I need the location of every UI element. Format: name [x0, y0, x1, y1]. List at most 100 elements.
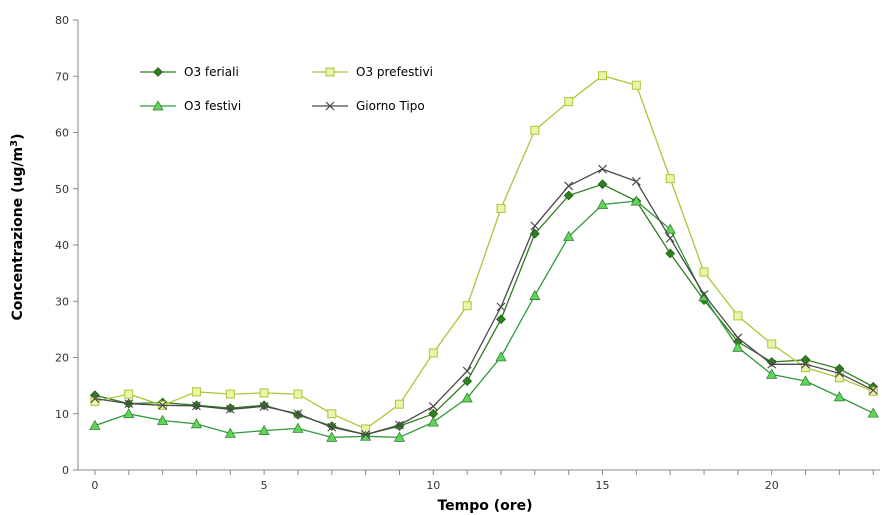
data-point-giorno-tipo — [665, 233, 675, 243]
data-point-o3-prefestivi — [225, 389, 235, 399]
data-point-o3-festivi — [664, 223, 676, 234]
data-point-o3-prefestivi — [428, 348, 438, 358]
data-point-o3-prefestivi — [767, 339, 777, 349]
data-point-giorno-tipo — [225, 404, 235, 414]
legend-label: O3 prefestivi — [356, 65, 433, 79]
data-point-o3-prefestivi — [496, 203, 506, 213]
series-o3-feriali — [89, 179, 879, 440]
data-point-giorno-tipo — [564, 181, 574, 191]
data-point-o3-prefestivi — [259, 388, 269, 398]
y-tick-label: 70 — [55, 70, 69, 83]
legend-marker — [325, 67, 335, 77]
data-point-o3-feriali — [563, 190, 574, 201]
legend-item: O3 prefestivi — [312, 65, 433, 79]
data-point-o3-festivi — [630, 195, 642, 206]
data-point-o3-festivi — [157, 414, 169, 425]
data-point-giorno-tipo — [327, 422, 337, 432]
data-point-o3-prefestivi — [293, 389, 303, 399]
data-point-o3-festivi — [596, 198, 609, 209]
data-point-giorno-tipo — [124, 399, 134, 409]
data-point-o3-prefestivi — [90, 396, 100, 406]
chart-legend: O3 feriali O3 prefestivi O3 festivi Giorno … — [140, 65, 433, 113]
data-point-o3-festivi — [427, 416, 439, 427]
x-tick-label: 15 — [596, 479, 610, 492]
data-point-o3-prefestivi — [530, 125, 540, 135]
data-point-o3-feriali — [496, 314, 506, 325]
data-point-o3-festivi — [258, 424, 270, 435]
y-tick-label: 0 — [62, 464, 69, 477]
data-point-giorno-tipo — [767, 359, 777, 369]
data-point-o3-prefestivi — [462, 301, 472, 311]
data-point-o3-feriali — [800, 354, 811, 365]
legend-item: O3 festivi — [140, 99, 241, 113]
data-point-o3-feriali — [597, 179, 608, 190]
data-point-o3-festivi — [393, 431, 406, 442]
data-point-o3-feriali — [462, 376, 473, 387]
y-tick-label: 40 — [55, 239, 69, 252]
data-point-o3-festivi — [732, 341, 744, 352]
legend-label: O3 festivi — [184, 99, 241, 113]
data-point-o3-festivi — [495, 351, 507, 362]
data-point-giorno-tipo — [733, 333, 743, 343]
series-line-o3-prefestivi — [94, 74, 874, 430]
data-point-o3-prefestivi — [733, 311, 743, 321]
x-tick-label: 20 — [765, 479, 779, 492]
chart-series — [89, 71, 879, 442]
data-point-o3-feriali — [665, 248, 676, 259]
data-point-giorno-tipo — [699, 290, 709, 299]
data-point-giorno-tipo — [530, 221, 540, 231]
data-point-o3-festivi — [326, 431, 338, 442]
data-point-o3-festivi — [89, 419, 101, 430]
data-point-giorno-tipo — [395, 420, 404, 430]
legend-item: O3 feriali — [140, 65, 239, 79]
data-point-giorno-tipo — [428, 402, 438, 411]
x-tick-label: 0 — [91, 479, 98, 492]
x-axis-title: Tempo (ore) — [437, 498, 532, 514]
x-tick-label: 5 — [261, 479, 268, 492]
data-point-giorno-tipo — [496, 302, 506, 312]
data-point-o3-feriali — [259, 400, 270, 411]
y-tick-label: 10 — [55, 408, 69, 421]
data-point-o3-prefestivi — [394, 399, 404, 409]
data-point-o3-festivi — [766, 368, 778, 379]
data-point-o3-festivi — [833, 391, 845, 402]
data-point-o3-festivi — [190, 418, 203, 429]
data-point-o3-prefestivi — [598, 71, 608, 81]
legend-label: Giorno Tipo — [356, 99, 425, 113]
series-giorno-tipo — [90, 164, 878, 439]
data-point-o3-festivi — [529, 289, 541, 300]
data-point-o3-festivi — [563, 230, 575, 241]
data-point-o3-festivi — [292, 422, 304, 433]
legend-marker — [152, 100, 164, 111]
data-point-giorno-tipo — [631, 177, 641, 186]
data-point-giorno-tipo — [192, 401, 201, 411]
chart-axes: 0 10 20 30 40 50 60 70 80 0 5 10 15 20 — [55, 14, 880, 492]
y-axis-title: Concentrazione (ug/m3) — [9, 133, 26, 320]
legend-marker — [325, 101, 335, 111]
data-point-giorno-tipo — [801, 359, 810, 369]
data-point-giorno-tipo — [361, 430, 371, 439]
data-point-giorno-tipo — [462, 366, 472, 376]
data-point-o3-prefestivi — [191, 387, 201, 397]
data-point-giorno-tipo — [834, 368, 844, 378]
data-point-giorno-tipo — [598, 164, 607, 174]
legend-marker — [153, 67, 163, 77]
series-line-o3-feriali — [94, 183, 874, 436]
data-point-giorno-tipo — [90, 394, 100, 403]
x-tick-label: 10 — [426, 479, 440, 492]
data-point-o3-prefestivi — [631, 80, 641, 90]
legend-label: O3 feriali — [184, 65, 239, 79]
data-point-o3-prefestivi — [327, 409, 337, 419]
data-point-o3-festivi — [461, 392, 473, 403]
series-o3-festivi — [89, 195, 879, 442]
y-tick-label: 80 — [55, 14, 69, 27]
legend-item: Giorno Tipo — [312, 99, 425, 113]
y-tick-label: 20 — [55, 352, 69, 365]
data-point-giorno-tipo — [868, 385, 878, 395]
data-point-o3-festivi — [224, 427, 236, 438]
data-point-o3-prefestivi — [564, 97, 574, 107]
data-point-o3-prefestivi — [699, 267, 709, 277]
data-point-giorno-tipo — [293, 409, 303, 419]
data-point-o3-festivi — [799, 375, 812, 386]
data-point-giorno-tipo — [259, 402, 269, 411]
